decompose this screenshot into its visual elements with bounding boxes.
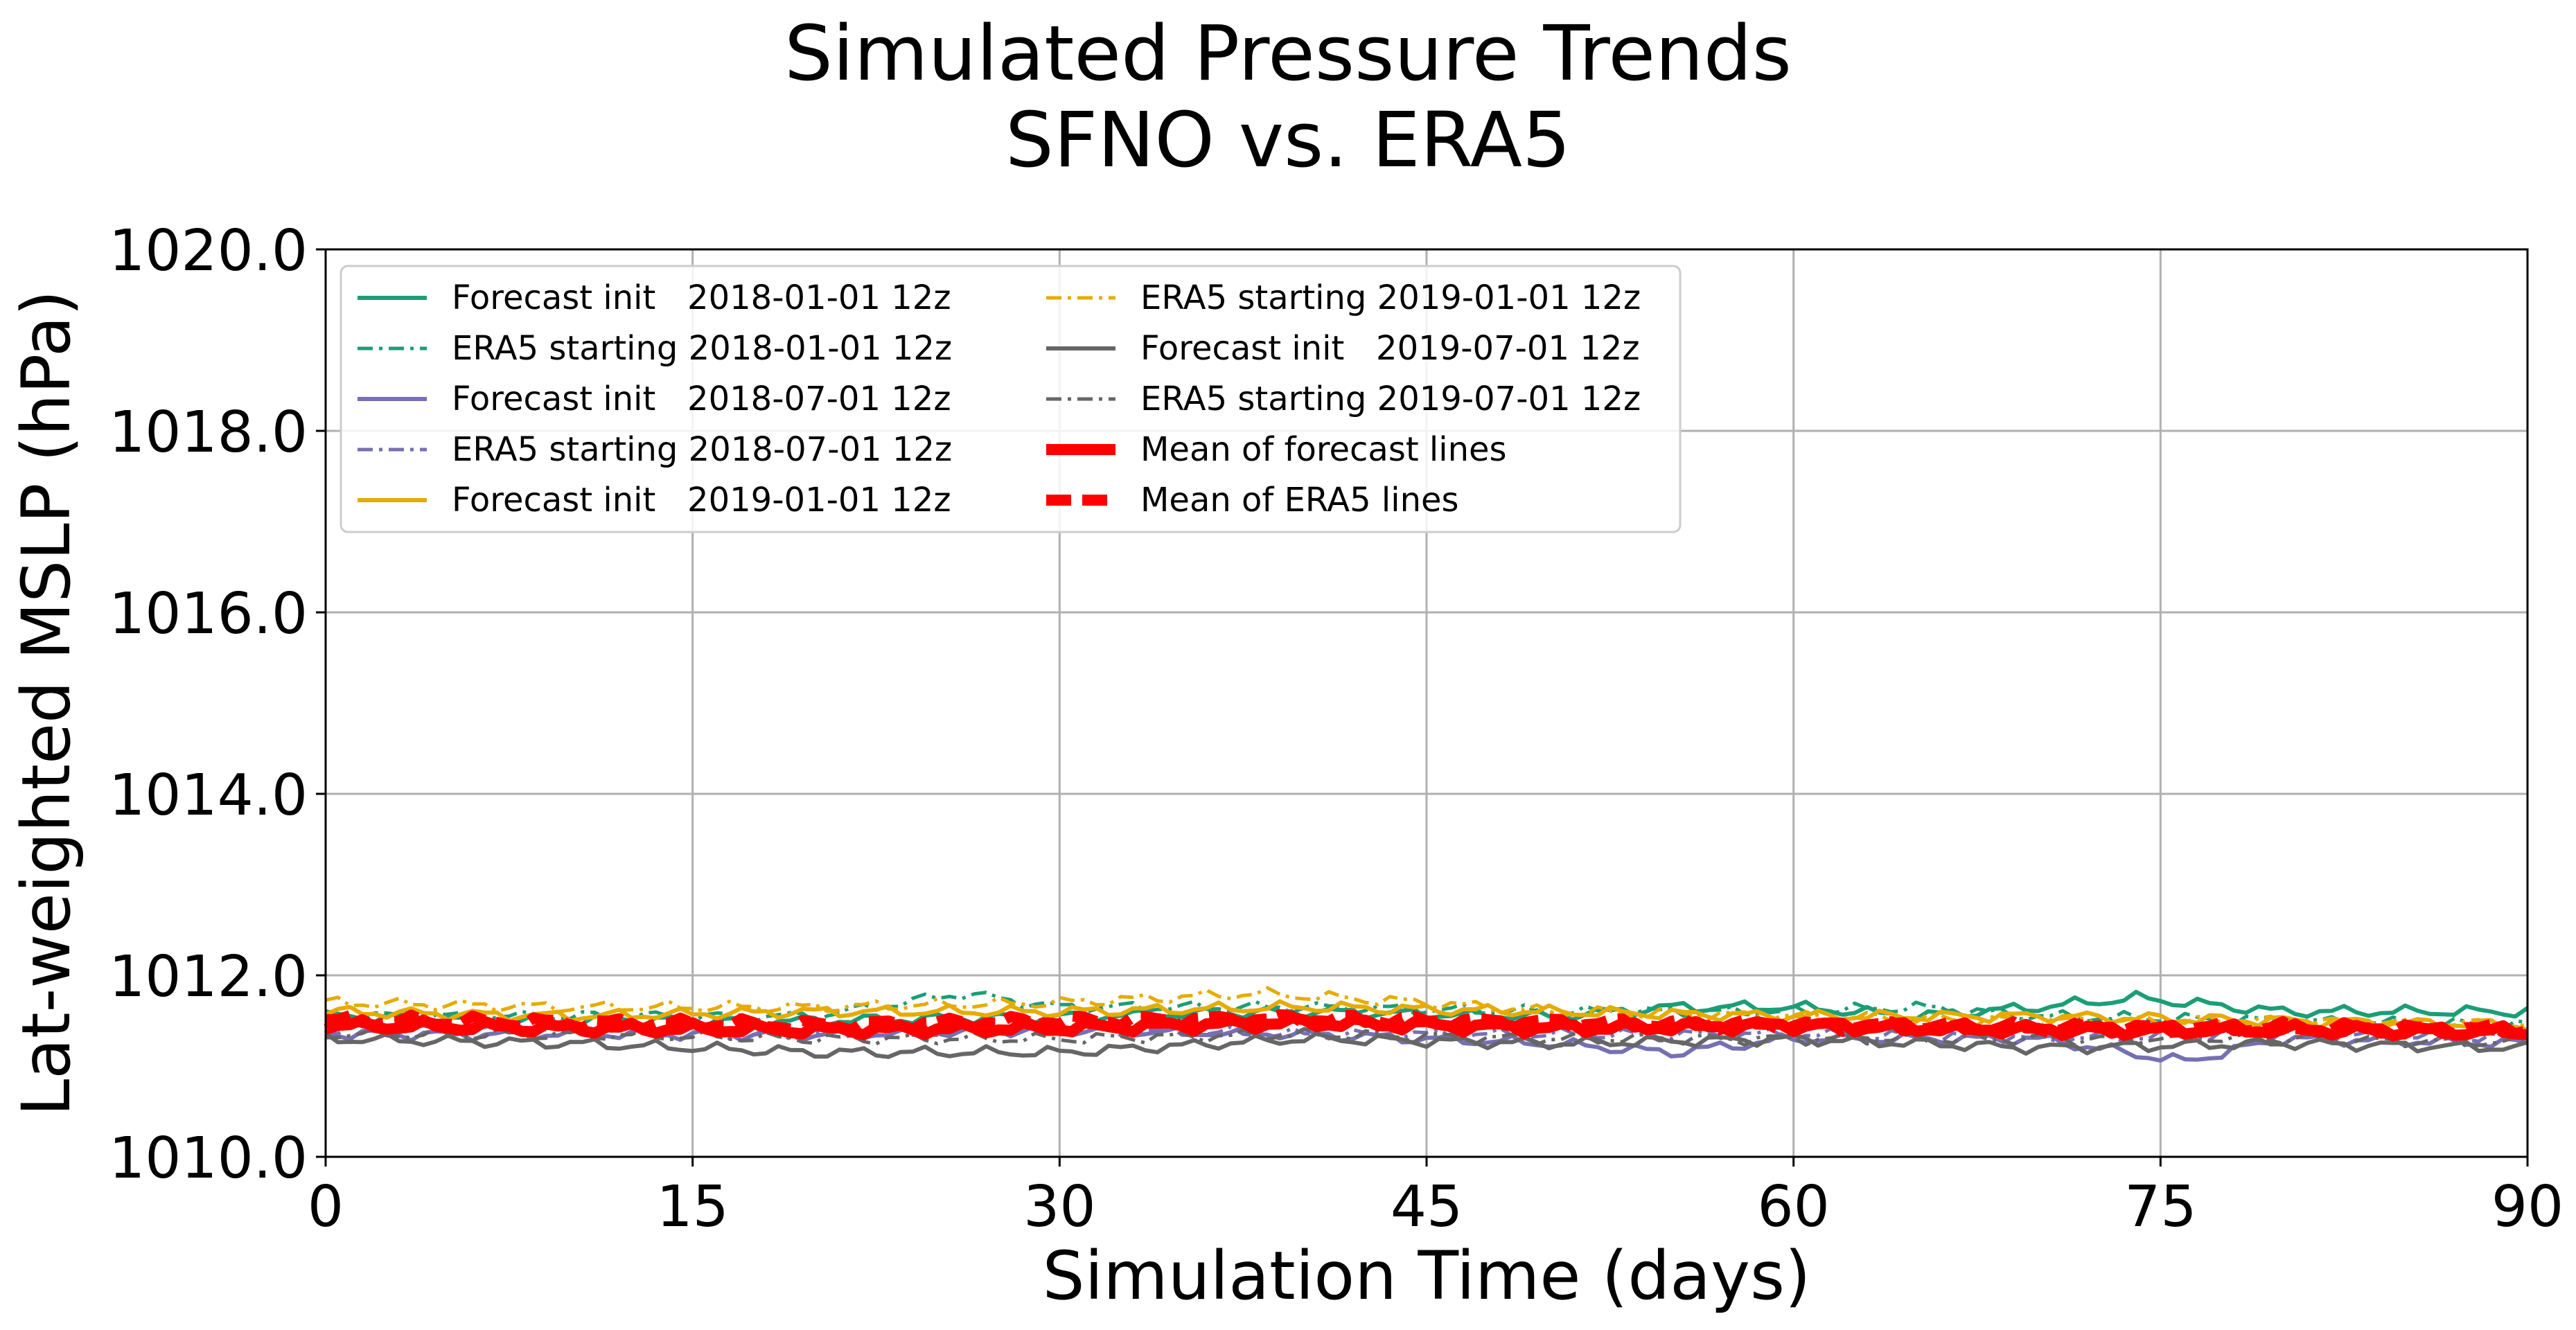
x-tick-label: 75: [2124, 1174, 2196, 1240]
legend-box: [339, 265, 1682, 533]
legend: Forecast init 2018-01-01 12z ERA5 startin…: [339, 265, 1682, 533]
y-tick-label: 1010.0: [109, 1126, 308, 1191]
legend-label-2: Forecast init 2018-07-01 12z: [452, 380, 951, 418]
legend-label-6: Forecast init 2019-07-01 12z: [1140, 329, 1640, 368]
legend-label-3: ERA5 starting 2018-07-01 12z: [452, 430, 952, 469]
x-tick-label: 30: [1023, 1174, 1095, 1240]
x-axis-label: Simulation Time (days): [1043, 1237, 1811, 1315]
x-tick-label: 60: [1757, 1174, 1829, 1240]
chart-subtitle: SFNO vs. ERA5: [1005, 96, 1571, 184]
y-tick-label: 1012.0: [109, 944, 308, 1010]
legend-label-8: Mean of forecast lines: [1140, 430, 1507, 469]
x-tick-label: 0: [308, 1174, 344, 1240]
y-tick-label: 1018.0: [109, 400, 308, 466]
series-line-2: [325, 1024, 2528, 1063]
legend-label-0: Forecast init 2018-01-01 12z: [452, 278, 951, 317]
ticks: 0 15 30 45 60 75 90 1010.0 1012.0 1014.0 1016.0 101…: [109, 218, 2564, 1240]
chart-title: Simulated Pressure Trends: [784, 9, 1792, 98]
legend-label-5: ERA5 starting 2019-01-01 12z: [1140, 278, 1641, 317]
series-line-9: [325, 1009, 2530, 1040]
y-tick-label: 1020.0: [109, 218, 308, 284]
series-line-6: [324, 1031, 2528, 1059]
y-tick-label: 1016.0: [109, 581, 308, 647]
x-tick-label: 15: [656, 1174, 728, 1240]
series-line-7: [325, 1026, 2529, 1049]
y-axis-label: Lat-weighted MSLP (hPa): [8, 290, 85, 1117]
x-tick-label: 90: [2491, 1174, 2564, 1240]
legend-label-1: ERA5 starting 2018-01-01 12z: [452, 329, 952, 368]
plot-lines: [324, 986, 2530, 1063]
legend-label-4: Forecast init 2019-01-01 12z: [452, 481, 951, 520]
legend-label-9: Mean of ERA5 lines: [1140, 481, 1459, 520]
x-tick-label: 45: [1391, 1174, 1463, 1240]
y-tick-label: 1014.0: [109, 763, 308, 828]
legend-label-7: ERA5 starting 2019-07-01 12z: [1140, 380, 1641, 418]
